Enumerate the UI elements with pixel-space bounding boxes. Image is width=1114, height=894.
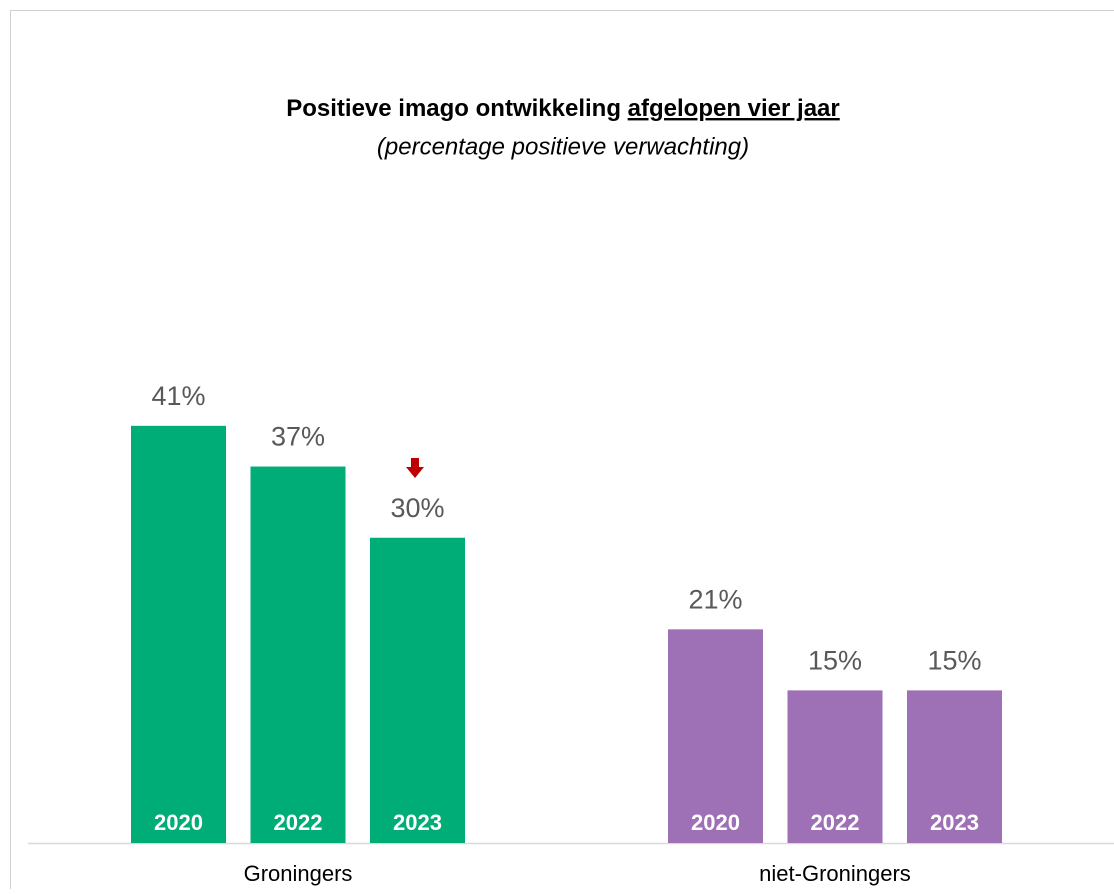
bar-series-label: 2023 xyxy=(393,810,442,835)
bar xyxy=(251,467,346,843)
value-label: 30% xyxy=(390,493,444,523)
bar xyxy=(370,538,465,843)
x-tick-label: niet-Groningers xyxy=(759,861,911,886)
x-tick-label: Groningers xyxy=(244,861,353,886)
value-label: 21% xyxy=(688,584,742,614)
bar-series-label: 2020 xyxy=(691,810,740,835)
value-label: 37% xyxy=(271,422,325,452)
bar-series-label: 2022 xyxy=(274,810,323,835)
value-label: 41% xyxy=(151,381,205,411)
title-underlined: afgelopen vier jaar xyxy=(628,95,840,122)
bar-series-label: 2023 xyxy=(930,810,979,835)
bar-series-label: 2020 xyxy=(154,810,203,835)
down-arrow xyxy=(406,458,424,478)
chart-title: Positieve imago ontwikkeling afgelopen v… xyxy=(286,95,840,122)
bar xyxy=(131,426,226,843)
bar-series-label: 2022 xyxy=(811,810,860,835)
value-label: 15% xyxy=(927,646,981,676)
title-text: Positieve imago ontwikkeling xyxy=(286,95,621,122)
value-label: 15% xyxy=(808,646,862,676)
chart-subtitle: (percentage positieve verwachting) xyxy=(377,133,749,160)
